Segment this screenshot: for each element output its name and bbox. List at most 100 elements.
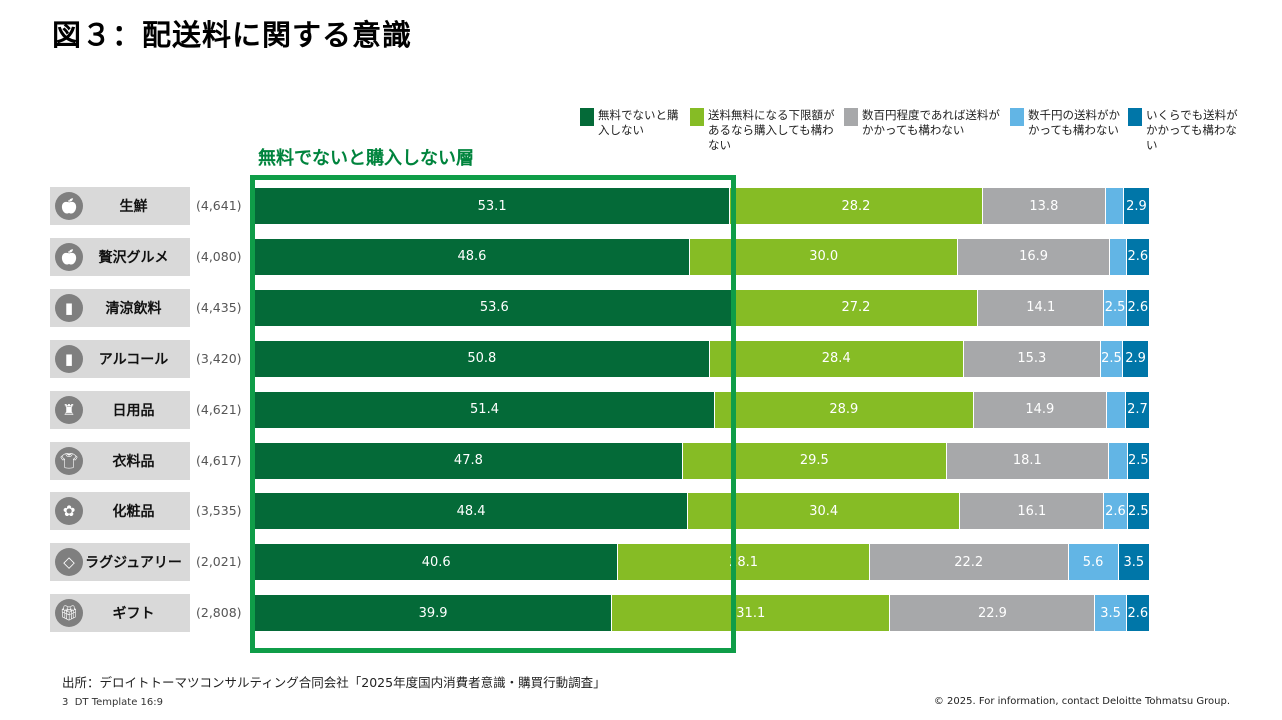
sample-size: (2,808) (196, 605, 242, 621)
sample-size: (4,080) (196, 248, 242, 264)
data-label: 28.2 (841, 198, 871, 214)
bar-segment: 48.4 (255, 493, 689, 530)
bar-segment: 18.1 (946, 442, 1109, 479)
category-name: 日用品 (112, 402, 155, 419)
legend-swatch (844, 108, 858, 126)
bar-segment: 16.9 (958, 238, 1110, 275)
data-label: 28.4 (821, 351, 851, 367)
data-label: 2.5 (1127, 503, 1149, 519)
bar-segment (1107, 391, 1126, 428)
diamond-icon: ◇ (55, 548, 83, 577)
category-name: 贅沢グルメ (98, 249, 169, 266)
data-label: 3.5 (1100, 605, 1121, 621)
category-name: 生鮮 (119, 199, 148, 215)
highlight-label: 無料でないと購入しない層 (258, 148, 474, 169)
sample-size: (2,021) (196, 554, 242, 570)
data-label: 15.3 (1017, 351, 1047, 367)
sample-size: (4,435) (196, 299, 242, 315)
data-label: 40.6 (421, 554, 451, 570)
data-label: 48.6 (457, 249, 487, 265)
bar-segment (1106, 188, 1125, 224)
data-label: 3.5 (1123, 554, 1145, 570)
data-label: 39.9 (418, 605, 448, 621)
data-label: 30.4 (809, 503, 839, 519)
bar-segment: 15.3 (963, 340, 1101, 377)
data-label: 2.5 (1104, 300, 1126, 316)
bar-segment: 48.6 (255, 238, 690, 275)
bar-segment: 47.8 (255, 442, 683, 479)
data-label: 5.6 (1082, 554, 1104, 570)
legend-swatch (1128, 108, 1142, 126)
apple-icon: 🍎︎ (55, 242, 83, 271)
bar-segment: 31.1 (612, 595, 891, 632)
source-note: 出所：デロイトトーマツコンサルティング合同会社「2025年度国内消費者意識・購買… (62, 675, 606, 690)
bar-segment: 27.2 (734, 289, 979, 326)
bar-segment: 29.5 (682, 442, 947, 479)
legend-item: 数百円程度であれば送料がかかっても構わない (844, 108, 1004, 153)
sample-size: (3,420) (196, 350, 242, 366)
data-label: 29.5 (799, 453, 829, 468)
copyright: © 2025. For information, contact Deloitt… (933, 696, 1230, 707)
data-label: 2.5 (1101, 351, 1122, 367)
category-label: 🍎︎ 贅沢グルメ (50, 237, 190, 276)
legend-swatch (690, 108, 704, 126)
legend-item: 数千円の送料がかかっても構わない (1010, 108, 1122, 153)
category-name: アルコール (98, 351, 169, 368)
bar-segment (1109, 238, 1127, 275)
data-label: 28.9 (829, 402, 859, 418)
bar-segment: 2.6 (1126, 289, 1150, 326)
bar-segment: 2.6 (1126, 595, 1150, 632)
category-name: ラグジュアリー (85, 555, 182, 572)
bar-segment: 2.5 (1100, 340, 1124, 377)
data-label: 16.1 (1017, 503, 1047, 519)
bottle-icon: ▮ (55, 293, 83, 322)
data-label: 47.8 (453, 453, 483, 468)
bar-segment: 2.5 (1127, 493, 1150, 530)
category-label: ✿ 化粧品 (50, 492, 190, 531)
page-number: 3 (62, 697, 69, 708)
data-label: 22.9 (977, 605, 1007, 621)
legend-label: 送料無料になる下限額があるなら購入しても構わない (708, 108, 835, 152)
category-label: ◇ ラグジュアリー (50, 543, 190, 582)
data-label: 53.6 (479, 300, 509, 316)
data-label: 2.6 (1105, 503, 1126, 519)
data-label: 27.2 (841, 300, 871, 316)
data-label: 2.6 (1127, 605, 1149, 621)
data-label: 50.8 (467, 351, 497, 367)
bar-segment (1108, 442, 1128, 479)
data-label: 48.4 (456, 503, 486, 519)
data-label: 18.1 (1012, 453, 1042, 468)
bar-segment: 28.2 (730, 188, 983, 224)
legend-swatch (1010, 108, 1024, 126)
category-name: 化粧品 (112, 504, 155, 521)
bar-segment: 51.4 (255, 391, 716, 428)
bar-segment: 40.6 (255, 544, 619, 581)
bar-segment: 53.1 (255, 188, 731, 224)
bar-segment: 3.5 (1095, 595, 1127, 632)
bar-segment: 16.1 (960, 493, 1105, 530)
category-label: 🍎︎ 生鮮 (50, 187, 190, 225)
data-label: 51.4 (470, 402, 499, 418)
sample-size: (4,617) (196, 452, 242, 468)
legend-label: 無料でないと購入しない (598, 108, 679, 137)
legend-swatch (580, 108, 594, 126)
category-name: ギフト (112, 606, 155, 623)
data-label: 14.1 (1026, 300, 1056, 316)
sample-size: (4,621) (196, 401, 242, 417)
data-label: 2.9 (1125, 351, 1146, 367)
bar-segment: 2.5 (1127, 442, 1150, 479)
bar-segment: 53.6 (255, 289, 735, 326)
category-label: ♜ 日用品 (50, 390, 190, 429)
legend-item: 送料無料になる下限額があるなら購入しても構わない (690, 108, 838, 153)
legend-item: 無料でないと購入しない (580, 108, 684, 153)
data-label: 2.6 (1127, 249, 1149, 265)
data-label: 2.7 (1127, 402, 1148, 418)
bar-segment: 22.9 (890, 595, 1096, 632)
sample-size: (4,641) (196, 198, 242, 213)
page-title: 図３：配送料に関する意識 (52, 18, 413, 52)
bar-segment: 5.6 (1068, 544, 1119, 581)
bar-segment: 14.9 (973, 391, 1108, 428)
legend-label: 数百円程度であれば送料がかかっても構わない (862, 108, 1000, 137)
bottle-icon: ▮ (55, 344, 83, 373)
data-label: 2.6 (1127, 300, 1149, 316)
